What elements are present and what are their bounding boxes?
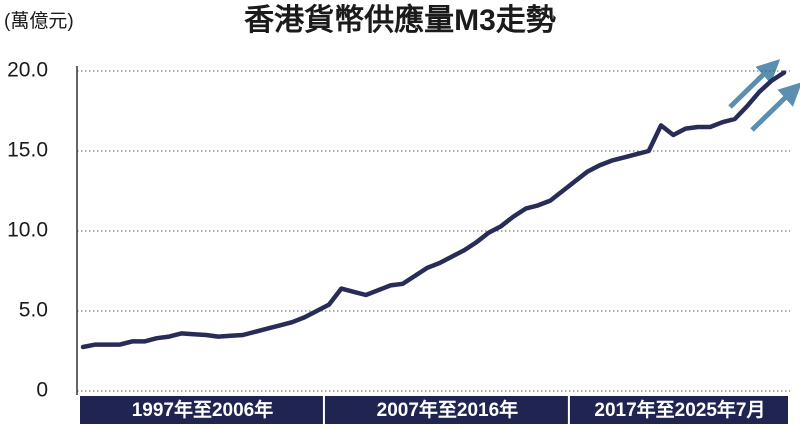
y-tick-label: 15.0 [7,139,48,162]
period-band [80,396,323,424]
decorative-arrows [728,59,800,132]
period-label: 2017年至2025年7月 [594,398,765,421]
y-tick-label: 20.0 [7,59,48,82]
y-tick-label: 5.0 [19,299,48,322]
data-line [80,70,787,350]
period-band [569,396,788,424]
chart-title: 香港貨幣供應量M3走勢 [244,3,556,37]
period-label: 1997年至2006年 [132,398,274,421]
y-tick-label: 10.0 [7,219,48,242]
period-label: 2007年至2016年 [377,398,519,421]
unit-label: (萬億元) [4,10,74,32]
period-band [324,396,568,424]
y-tick-label: 0 [36,379,48,402]
